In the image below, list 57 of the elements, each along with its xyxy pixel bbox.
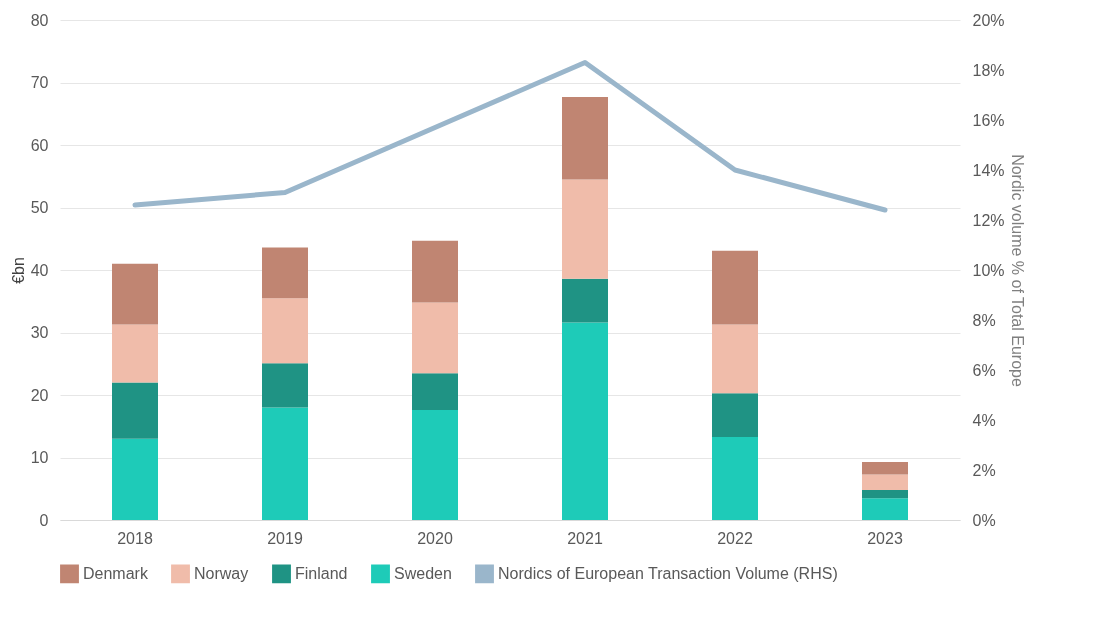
x-tick-label: 2022 [717, 529, 753, 547]
bar [712, 324, 758, 394]
bar [562, 179, 608, 279]
y2-tick-label: 18% [972, 61, 1005, 79]
x-tick-label: 2023 [867, 529, 903, 547]
y-tick-label: 30 [30, 324, 49, 341]
y2-tick-label: 6% [972, 361, 996, 379]
x-tick-label: 2020 [417, 529, 453, 547]
bar [862, 461, 908, 475]
y2-tick-label: 14% [972, 161, 1005, 179]
bar [712, 250, 758, 325]
legend-label: Denmark [83, 564, 149, 582]
y2-axis-title: Nordic volume % of Total Europe [1008, 154, 1026, 387]
legend-label: Norway [194, 564, 249, 582]
bar [112, 382, 158, 439]
x-tick-label: 2019 [267, 529, 303, 547]
legend-label: Sweden [394, 564, 452, 582]
bar [862, 474, 908, 490]
x-tick-label: 2018 [117, 529, 153, 547]
bar [862, 498, 908, 520]
y-tick-label: 40 [30, 261, 49, 279]
y-tick-label: 0 [39, 511, 49, 529]
bar [862, 490, 908, 499]
bar [262, 298, 308, 364]
x-tick-label: 2021 [567, 529, 603, 547]
bar [262, 407, 308, 520]
legend-label: Finland [295, 564, 348, 582]
bar [112, 263, 158, 325]
bar [262, 363, 308, 408]
bar [412, 373, 458, 410]
bar [112, 324, 158, 383]
bar [712, 393, 758, 437]
y2-tick-label: 10% [972, 261, 1005, 279]
legend-label: Nordics of European Transaction Volume (RHS) [498, 564, 838, 582]
bar [412, 302, 458, 374]
y2-tick-label: 20% [972, 11, 1005, 29]
y2-tick-label: 8% [972, 311, 996, 329]
bar [262, 247, 308, 299]
bar [712, 436, 758, 520]
y-tick-label: 70 [30, 74, 49, 91]
bar [412, 240, 458, 303]
y-tick-label: 80 [30, 11, 49, 29]
bar [562, 96, 608, 180]
bar [562, 322, 608, 520]
y2-tick-label: 2% [972, 461, 996, 479]
y-tick-label: 10 [30, 449, 49, 466]
y-tick-label: 60 [30, 136, 49, 154]
y2-tick-label: 4% [972, 411, 996, 429]
y2-tick-label: 12% [972, 211, 1005, 229]
bar [562, 278, 608, 323]
y-tick-label: 20 [30, 386, 49, 404]
bar [412, 410, 458, 520]
y-axis-title: €bn [9, 257, 27, 284]
y2-tick-label: 0% [972, 511, 996, 529]
bar [112, 438, 158, 520]
y2-tick-label: 16% [972, 111, 1005, 129]
y-tick-label: 50 [30, 199, 49, 216]
